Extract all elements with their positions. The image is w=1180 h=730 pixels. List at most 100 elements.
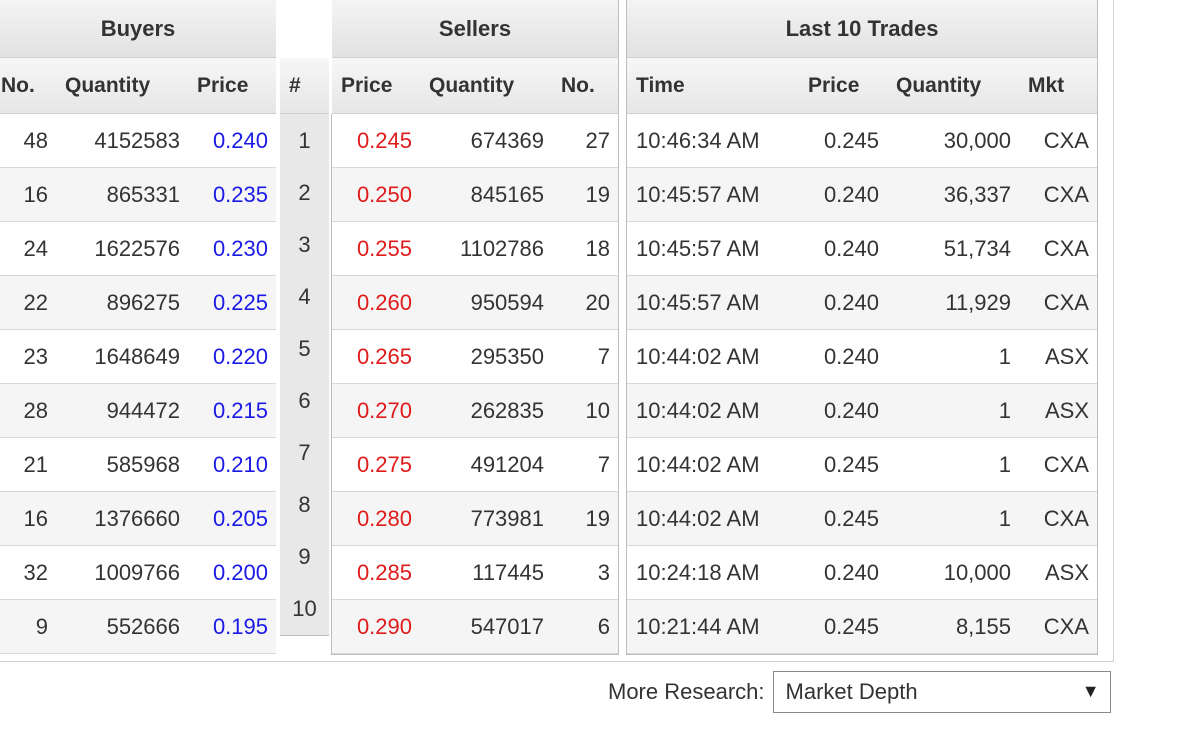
- trade-mkt: CXA: [1043, 614, 1089, 639]
- seller-price: 0.280: [356, 506, 412, 531]
- buyer-no: 28: [23, 398, 48, 423]
- buyers-header-quantity[interactable]: Quantity: [56, 58, 188, 114]
- seller-quantity: 491204: [470, 452, 544, 477]
- table-row: 10:46:34 AM 0.245 30,000 CXA: [627, 114, 1097, 168]
- seller-price: 0.255: [356, 236, 412, 261]
- trade-time: 10:44:02 AM: [636, 506, 760, 531]
- trade-mkt: CXA: [1043, 506, 1089, 531]
- trades-header-quantity[interactable]: Quantity: [887, 58, 1019, 114]
- buyers-header-no[interactable]: No.: [0, 58, 56, 114]
- sellers-header-quantity[interactable]: Quantity: [420, 58, 552, 114]
- buyer-price: 0.210: [212, 452, 268, 477]
- trade-mkt: CXA: [1043, 290, 1089, 315]
- seller-price: 0.250: [356, 182, 412, 207]
- trade-price: 0.240: [823, 560, 879, 585]
- buyer-quantity: 944472: [106, 398, 180, 423]
- row-index: 9: [298, 544, 311, 569]
- table-row: 0.250 845165 19: [332, 168, 618, 222]
- table-row: 24 1622576 0.230: [0, 222, 276, 276]
- buyers-header-price[interactable]: Price: [188, 58, 276, 114]
- sellers-header-no[interactable]: No.: [552, 58, 618, 114]
- trade-mkt: CXA: [1043, 182, 1089, 207]
- trades-header-time[interactable]: Time: [627, 58, 799, 114]
- seller-no: 10: [585, 398, 610, 423]
- row-index: 1: [298, 128, 311, 153]
- trade-mkt: CXA: [1043, 128, 1089, 153]
- seller-quantity: 547017: [470, 614, 544, 639]
- buyer-price: 0.240: [212, 128, 268, 153]
- footer: More Research: Market Depth ▼: [608, 670, 1111, 714]
- seller-no: 6: [597, 614, 610, 639]
- seller-no: 19: [585, 182, 610, 207]
- trade-price: 0.245: [823, 506, 879, 531]
- divider: [331, 114, 332, 655]
- table-row: 10:44:02 AM 0.245 1 CXA: [627, 438, 1097, 492]
- row-index: 6: [298, 388, 311, 413]
- seller-price: 0.245: [356, 128, 412, 153]
- buyer-quantity: 865331: [106, 182, 180, 207]
- table-row: 0.260 950594 20: [332, 276, 618, 330]
- seller-price: 0.275: [356, 452, 412, 477]
- buyer-no: 48: [23, 128, 48, 153]
- dropdown-arrow-icon[interactable]: ▼: [1081, 681, 1100, 701]
- trade-time: 10:45:57 AM: [636, 290, 760, 315]
- table-row: 48 4152583 0.240: [0, 114, 276, 168]
- seller-no: 27: [585, 128, 610, 153]
- trade-quantity: 1: [998, 344, 1011, 369]
- row-index: 7: [298, 440, 311, 465]
- trades-header-mkt[interactable]: Mkt: [1019, 58, 1097, 114]
- seller-price: 0.265: [356, 344, 412, 369]
- seller-quantity: 117445: [472, 560, 544, 585]
- table-row: 0.275 491204 7: [332, 438, 618, 492]
- table-row: 10:45:57 AM 0.240 51,734 CXA: [627, 222, 1097, 276]
- trade-time: 10:44:02 AM: [636, 344, 760, 369]
- buyer-no: 16: [23, 506, 48, 531]
- trade-quantity: 30,000: [943, 128, 1011, 153]
- table-row: 16 865331 0.235: [0, 168, 276, 222]
- table-row: 0.265 295350 7: [332, 330, 618, 384]
- index-column: 1 2 3 4 5 6 7 8 9 10: [280, 114, 329, 636]
- seller-quantity: 674369: [470, 128, 544, 153]
- sellers-panel: Sellers: [332, 0, 618, 58]
- trades-header-price[interactable]: Price: [799, 58, 887, 114]
- buyer-quantity: 1009766: [94, 560, 180, 585]
- sellers-title: Sellers: [332, 0, 618, 58]
- seller-price: 0.260: [356, 290, 412, 315]
- seller-quantity: 845165: [470, 182, 544, 207]
- trade-quantity: 1: [998, 398, 1011, 423]
- seller-quantity: 950594: [470, 290, 544, 315]
- buyer-price: 0.230: [212, 236, 268, 261]
- table-row: 0.285 117445 3: [332, 546, 618, 600]
- buyer-quantity: 552666: [106, 614, 180, 639]
- trade-time: 10:21:44 AM: [636, 614, 760, 639]
- trade-price: 0.240: [823, 398, 879, 423]
- table-row: 0.245 674369 27: [332, 114, 618, 168]
- divider: [1097, 0, 1098, 655]
- divider: [618, 0, 619, 655]
- seller-quantity: 295350: [470, 344, 544, 369]
- sellers-header-price[interactable]: Price: [332, 58, 420, 114]
- buyer-no: 9: [35, 614, 48, 639]
- buyer-no: 16: [23, 182, 48, 207]
- trade-mkt: ASX: [1044, 560, 1089, 585]
- seller-quantity: 1102786: [459, 236, 544, 261]
- more-research-select[interactable]: Market Depth ▼: [772, 671, 1111, 713]
- buyer-no: 21: [23, 452, 48, 477]
- buyer-no: 23: [23, 344, 48, 369]
- buyer-price: 0.205: [212, 506, 268, 531]
- buyer-quantity: 4152583: [94, 128, 180, 153]
- trade-time: 10:24:18 AM: [636, 560, 760, 585]
- trade-quantity: 1: [998, 452, 1011, 477]
- buyer-quantity: 1376660: [94, 506, 180, 531]
- index-header: #: [280, 58, 329, 114]
- buyer-price: 0.220: [212, 344, 268, 369]
- trade-price: 0.245: [823, 452, 879, 477]
- row-index: 10: [292, 596, 317, 621]
- table-row: 10:44:02 AM 0.240 1 ASX: [627, 330, 1097, 384]
- buyer-no: 22: [23, 290, 48, 315]
- row-index: 3: [298, 232, 311, 257]
- buyer-no: 24: [23, 236, 48, 261]
- trade-price: 0.245: [823, 128, 879, 153]
- table-row: 10:44:02 AM 0.240 1 ASX: [627, 384, 1097, 438]
- table-row: 0.280 773981 19: [332, 492, 618, 546]
